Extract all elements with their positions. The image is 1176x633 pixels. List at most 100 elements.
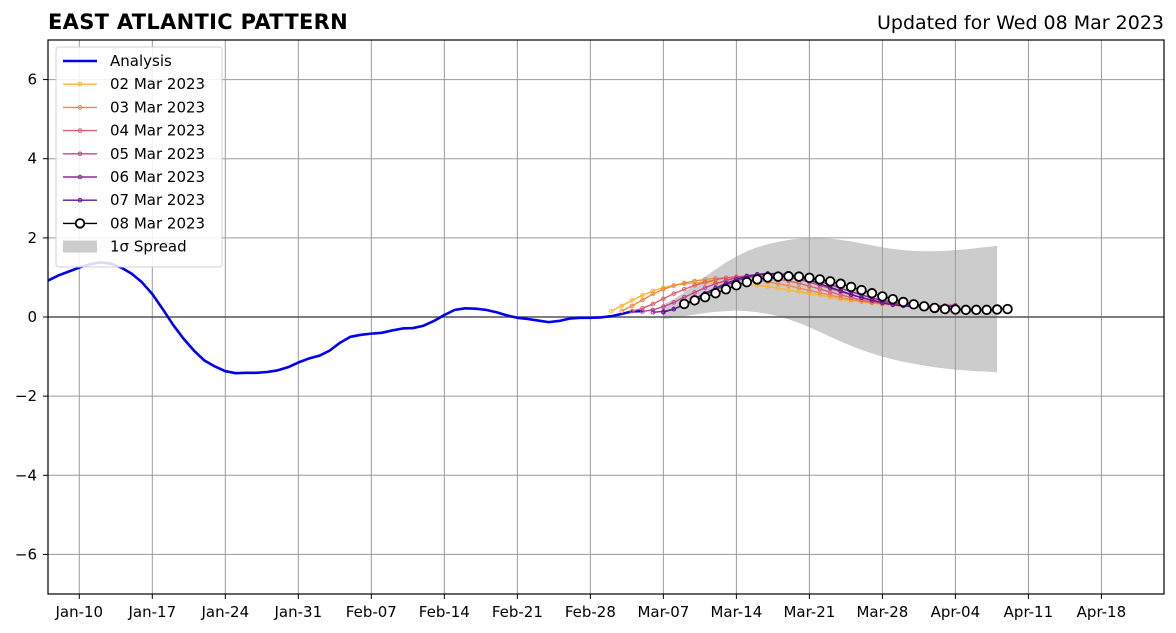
data-point: [650, 309, 656, 315]
data-point: [629, 303, 635, 309]
legend-item-4: 05 Mar 2023: [63, 145, 205, 163]
data-point: [866, 288, 878, 299]
data-point: [807, 290, 812, 296]
y-tick-label: −6: [15, 545, 37, 563]
data-point: [845, 281, 857, 293]
x-tick-label: Mar-28: [856, 603, 908, 621]
data-point: [671, 300, 677, 305]
data-point: [681, 280, 687, 286]
data-point: [671, 283, 677, 289]
legend-item-3: 04 Mar 2023: [63, 122, 205, 140]
data-point: [981, 304, 992, 316]
data-point: [991, 304, 1003, 315]
legend-item-1: 02 Mar 2023: [63, 75, 205, 93]
data-point: [793, 271, 805, 282]
legend-item-7: 08 Mar 2023: [63, 214, 205, 232]
x-tick-label: Feb-28: [565, 603, 616, 621]
legend-label: 07 Mar 2023: [110, 191, 205, 209]
y-tick-label: 2: [27, 229, 37, 247]
data-point: [661, 287, 666, 292]
data-point: [838, 295, 843, 300]
updated-date-label: Updated for Wed 08 Mar 2023: [877, 12, 1164, 34]
y-tick-label: 6: [27, 71, 37, 89]
data-point: [918, 301, 930, 312]
legend-item-6: 07 Mar 2023: [63, 191, 205, 209]
data-point: [971, 304, 982, 316]
legend-label: 04 Mar 2023: [110, 122, 205, 140]
data-point: [807, 288, 812, 293]
data-point: [783, 271, 794, 282]
data-point: [629, 308, 635, 314]
data-point: [869, 298, 875, 303]
x-tick-label: Mar-21: [783, 603, 835, 621]
data-point: [856, 284, 867, 296]
chart-title: EAST ATLANTIC PATTERN: [48, 10, 348, 34]
data-point: [741, 276, 753, 288]
series-line-analysis: [47, 261, 643, 375]
data-point: [1002, 303, 1013, 315]
data-point: [681, 287, 687, 292]
data-point: [939, 303, 951, 315]
x-tick-label: Mar-07: [637, 603, 689, 621]
data-point: [608, 308, 614, 314]
legend: Analysis 02 Mar 2023 03 Mar 2023 04 Mar 202…: [55, 46, 223, 268]
x-tick-label: Apr-18: [1077, 603, 1127, 621]
legend-item-2: 03 Mar 2023: [63, 98, 205, 116]
legend-label: 02 Mar 2023: [110, 75, 205, 93]
data-point: [772, 271, 784, 282]
legend-marker: [77, 128, 83, 133]
data-point: [661, 309, 666, 315]
legend-marker: [77, 151, 83, 157]
data-point: [838, 288, 843, 294]
x-tick-label: Feb-07: [346, 603, 397, 621]
axes-layer: Jan-10 Jan-17 Jan-24 Jan-31 Feb-07 Feb-14 Feb-…: [15, 39, 1165, 621]
y-tick-label: −4: [15, 466, 37, 484]
data-point: [908, 299, 919, 310]
x-tick-label: Jan-17: [127, 603, 176, 621]
data-point: [723, 275, 729, 281]
data-point: [825, 276, 836, 287]
data-point: [731, 280, 742, 291]
data-point: [898, 296, 909, 308]
data-point: [720, 284, 732, 295]
series-7: [679, 271, 1013, 316]
data-point: [671, 291, 677, 296]
legend-marker: [77, 105, 83, 110]
data-point: [710, 288, 721, 299]
data-point: [679, 298, 690, 310]
spread-layer: [663, 237, 998, 373]
data-point: [661, 304, 666, 310]
x-tick-label: Mar-14: [710, 603, 762, 621]
data-point: [814, 274, 826, 285]
data-point: [723, 278, 729, 283]
legend-marker: [77, 81, 83, 87]
data-point: [848, 292, 854, 297]
data-point: [762, 272, 773, 283]
x-tick-label: Feb-21: [492, 603, 543, 621]
data-point: [804, 272, 815, 284]
y-tick-label: 0: [27, 308, 37, 326]
data-point: [671, 306, 677, 312]
data-point: [619, 303, 624, 309]
series-layer: [47, 261, 1013, 375]
legend-marker: [77, 174, 83, 180]
series-0: [47, 261, 643, 375]
x-tick-label: Feb-14: [419, 603, 470, 621]
legend-label: 06 Mar 2023: [110, 168, 205, 186]
x-tick-label: Apr-11: [1004, 603, 1054, 621]
data-point: [619, 308, 624, 314]
data-point: [702, 285, 708, 291]
data-point: [950, 304, 961, 315]
data-point: [702, 277, 708, 282]
data-point: [960, 304, 972, 316]
x-tick-label: Jan-24: [200, 603, 249, 621]
legend-label: 03 Mar 2023: [110, 98, 205, 116]
data-point: [786, 287, 791, 293]
data-point: [640, 297, 645, 303]
data-point: [775, 285, 781, 291]
data-point: [713, 281, 718, 287]
data-point: [689, 295, 700, 306]
data-point: [796, 285, 802, 291]
